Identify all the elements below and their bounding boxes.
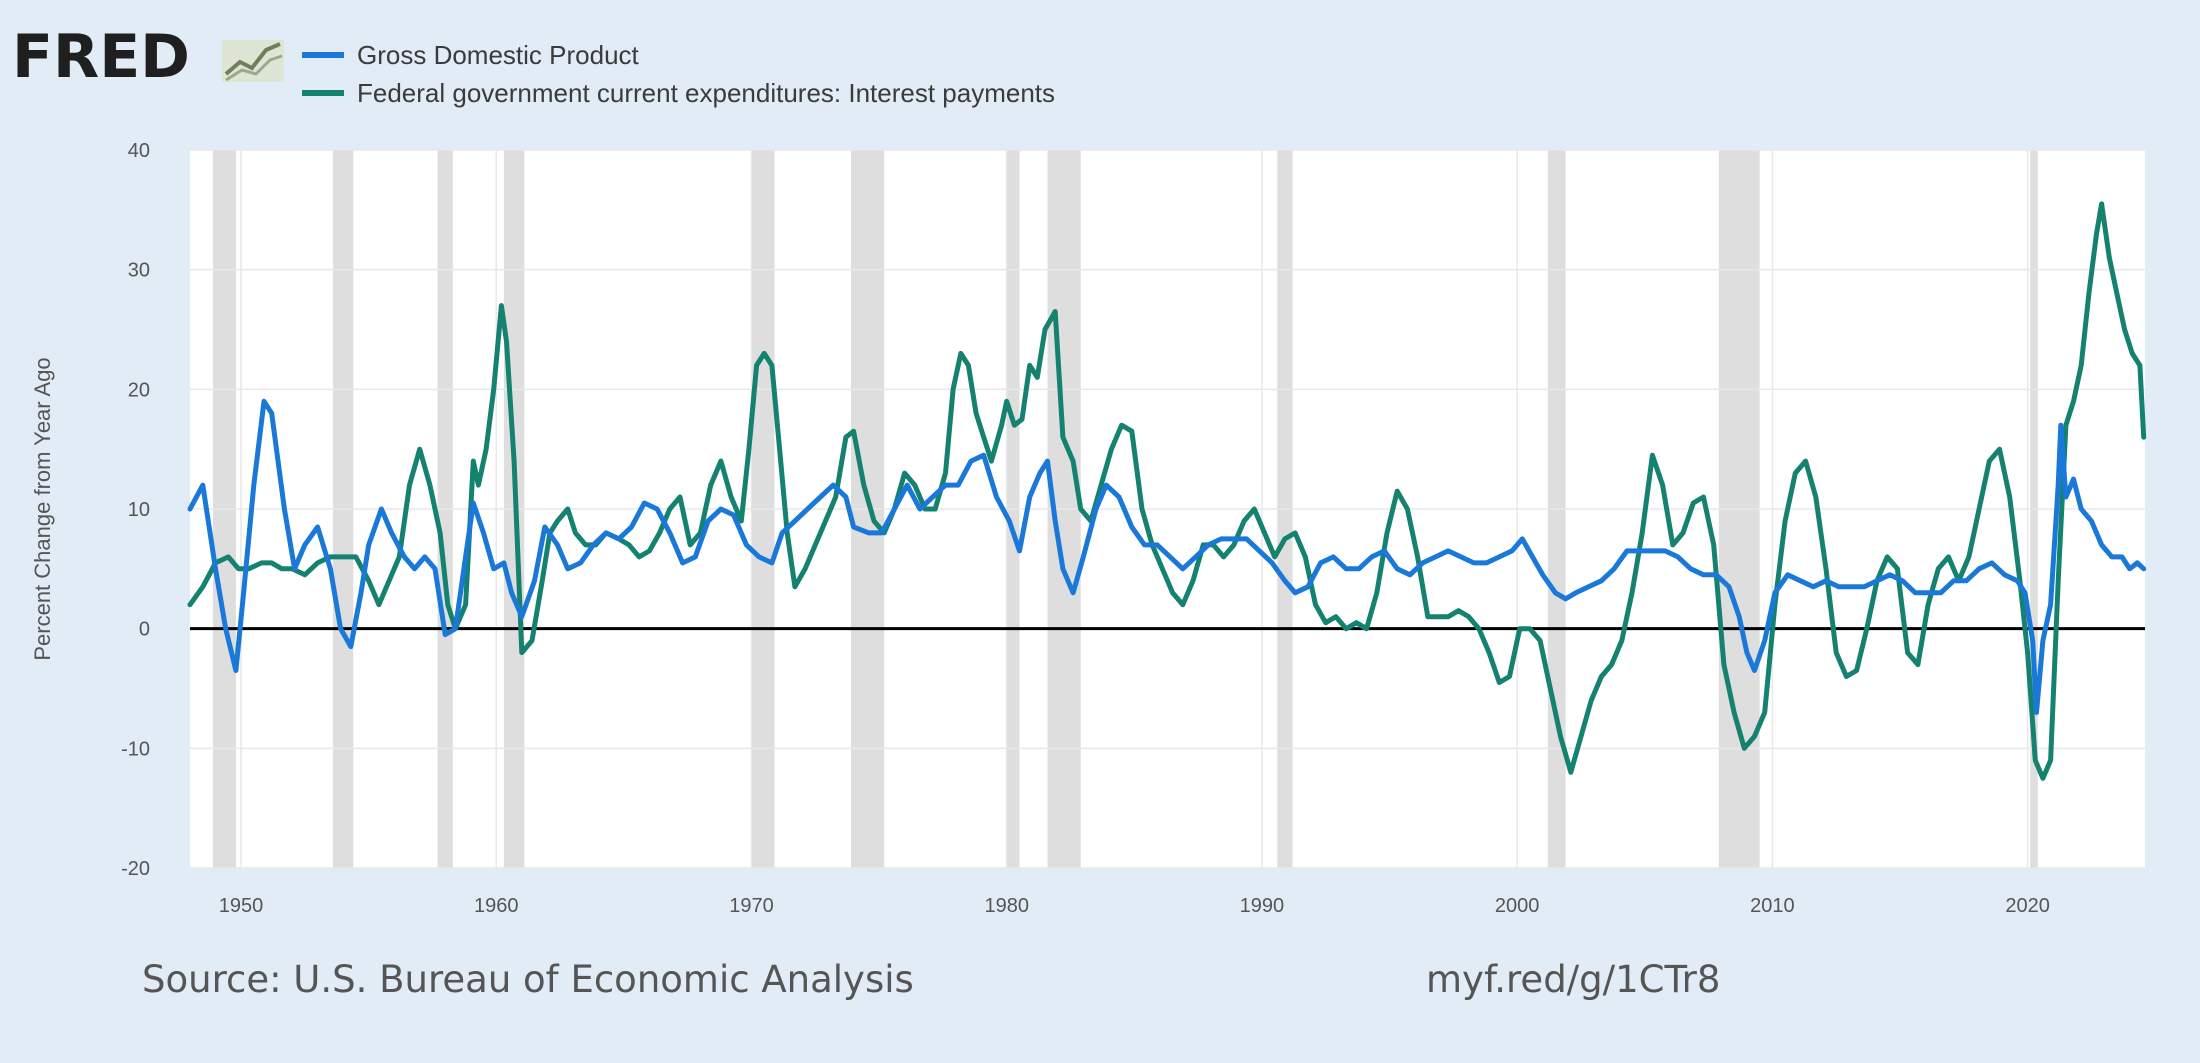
y-tick-label: 40 [128, 140, 150, 162]
legend-label-gdp: Gross Domestic Product [357, 40, 640, 70]
x-tick-label: 1990 [1240, 895, 1285, 917]
y-tick-label: -10 [121, 738, 150, 760]
x-tick-label: 1960 [474, 895, 519, 917]
series-line-interest[interactable] [187, 201, 2147, 781]
series-line-gdp[interactable] [187, 398, 2147, 715]
y-axis-title: Percent Change from Year Ago [30, 357, 55, 660]
x-tick-label: 1980 [984, 895, 1029, 917]
y-axis-ticks: -20 -10 0 10 20 30 40 [121, 140, 150, 880]
y-tick-label: 20 [128, 379, 150, 401]
y-tick-label: 0 [139, 619, 150, 641]
x-tick-label: 1970 [729, 895, 774, 917]
x-tick-label: 1950 [219, 895, 264, 917]
legend-label-interest: Federal government current expenditures:… [357, 78, 1055, 108]
legend: Gross Domestic Product Federal governmen… [302, 40, 1055, 108]
x-tick-label: 2010 [1750, 895, 1795, 917]
x-tick-label: 2000 [1495, 895, 1540, 917]
y-tick-label: -20 [121, 858, 150, 880]
fred-logo-text: FRED [12, 22, 190, 92]
y-tick-label: 10 [128, 499, 150, 521]
fred-link[interactable]: myf.red/g/1CTr8 [1426, 958, 1720, 1001]
fred-logo[interactable]: FRED [12, 22, 284, 92]
legend-item-interest[interactable]: Federal government current expenditures:… [302, 78, 1055, 108]
line-chart-icon [222, 40, 284, 82]
x-axis-ticks: 1950 1960 1970 1980 1990 2000 2010 2020 [219, 895, 2050, 917]
legend-item-gdp[interactable]: Gross Domestic Product [302, 40, 640, 70]
y-tick-label: 30 [128, 260, 150, 282]
source-text: Source: U.S. Bureau of Economic Analysis [142, 958, 914, 1001]
series-lines [187, 201, 2147, 781]
x-tick-label: 2020 [2005, 895, 2050, 917]
